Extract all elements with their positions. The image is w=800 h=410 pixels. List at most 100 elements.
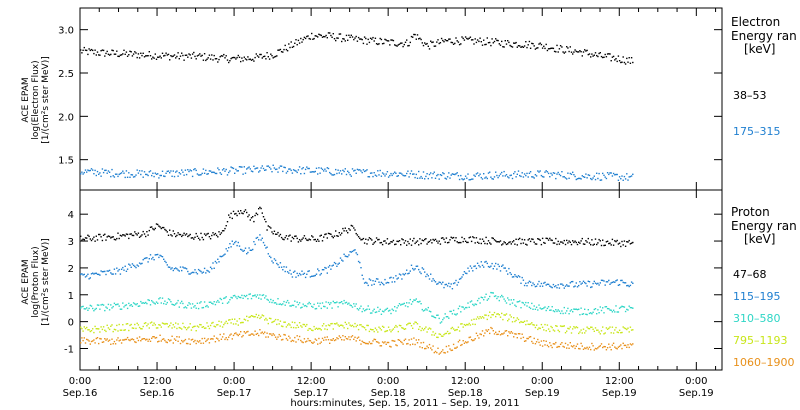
bottom-series-3-point bbox=[148, 327, 150, 329]
bottom-series-3-point bbox=[279, 320, 282, 322]
bottom-series-3-point bbox=[406, 324, 408, 326]
bottom-series-0-point bbox=[308, 238, 310, 240]
bottom-series-4-point bbox=[569, 342, 571, 344]
bottom-series-4-point bbox=[178, 336, 180, 338]
bottom-series-1-point bbox=[418, 268, 420, 271]
bottom-series-0-point bbox=[249, 219, 251, 221]
bottom-series-3-point bbox=[143, 322, 146, 325]
bottom-series-3-point bbox=[331, 322, 333, 325]
bottom-series-0-point bbox=[576, 243, 579, 246]
bottom-series-3-point bbox=[412, 327, 414, 329]
top-series-0-point bbox=[142, 52, 144, 54]
bottom-series-4-point bbox=[129, 339, 131, 342]
top-series-1-point bbox=[353, 170, 355, 172]
bottom-series-4-point bbox=[473, 339, 475, 341]
top-series-1-point bbox=[285, 172, 288, 174]
bottom-series-0-point bbox=[466, 241, 468, 244]
bottom-series-2-point bbox=[361, 310, 363, 313]
top-series-0-point bbox=[112, 49, 114, 52]
bottom-series-3-point bbox=[486, 318, 488, 321]
top-series-1-point bbox=[341, 173, 343, 175]
bottom-series-4-point bbox=[581, 345, 583, 347]
bottom-series-0-point bbox=[361, 238, 363, 241]
top-series-1-point bbox=[240, 166, 242, 168]
bottom-series-0-point bbox=[594, 238, 597, 240]
top-series-1-point bbox=[308, 167, 310, 170]
bottom-series-4-point bbox=[592, 345, 594, 347]
top-series-1-point bbox=[342, 169, 344, 171]
bottom-series-1-point bbox=[624, 282, 627, 284]
bottom-series-4-point bbox=[312, 342, 314, 344]
bottom-series-4-point bbox=[323, 339, 325, 341]
bottom-series-1-point bbox=[380, 281, 383, 284]
top-series-0-point bbox=[392, 39, 395, 42]
bottom-series-4-point bbox=[390, 346, 392, 348]
bottom-series-3-point bbox=[176, 327, 178, 330]
bottom-series-0-point bbox=[230, 212, 232, 215]
bottom-series-0-point bbox=[400, 244, 402, 246]
bottom-series-2-point bbox=[402, 303, 404, 305]
bottom-series-1-point bbox=[240, 248, 242, 251]
bottom-series-1-point bbox=[588, 281, 591, 283]
bottom-series-1-point bbox=[161, 256, 164, 258]
bottom-series-0-point bbox=[442, 237, 444, 239]
bottom-series-3-point bbox=[564, 332, 567, 334]
bottom-series-3-point bbox=[463, 323, 466, 326]
top-series-1-point bbox=[462, 179, 464, 181]
top-series-0-point bbox=[403, 43, 405, 46]
bottom-series-0-point bbox=[301, 238, 303, 241]
top-series-1-point bbox=[347, 170, 349, 172]
top-series-1-point bbox=[398, 172, 401, 174]
bottom-series-0-point bbox=[238, 212, 241, 215]
top-series-1-point bbox=[231, 167, 233, 169]
bottom-series-2-point bbox=[372, 310, 374, 312]
top-series-1-point bbox=[572, 171, 574, 173]
top-series-1-point bbox=[386, 171, 389, 173]
bottom-series-0-point bbox=[283, 238, 285, 241]
bottom-series-1-point bbox=[89, 277, 91, 279]
top-series-0-point bbox=[348, 34, 350, 36]
bottom-series-0-point bbox=[104, 233, 106, 235]
bottom-series-0-point bbox=[225, 225, 227, 227]
top-series-1-point bbox=[587, 174, 589, 176]
bottom-series-0-point bbox=[604, 244, 606, 246]
bottom-series-3-point bbox=[323, 323, 325, 325]
bottom-series-4-point bbox=[563, 346, 565, 348]
bottom-series-2-point bbox=[183, 307, 185, 309]
bottom-series-2 bbox=[80, 291, 634, 324]
bottom-series-2-point bbox=[128, 302, 130, 305]
top-series-0-point bbox=[118, 55, 120, 58]
top-series-1-point bbox=[148, 171, 150, 173]
top-series-0-point bbox=[229, 60, 231, 62]
bottom-series-1-point bbox=[579, 281, 581, 283]
bottom-series-3-point bbox=[179, 327, 182, 329]
bottom-series-1-point bbox=[149, 254, 152, 256]
bottom-series-3-point bbox=[431, 334, 433, 336]
top-y-label-line-2: log(Electron Flux) bbox=[31, 60, 41, 139]
bottom-series-3-point bbox=[102, 326, 105, 328]
bottom-series-2-point bbox=[129, 304, 131, 307]
top-series-1-point bbox=[199, 174, 201, 176]
top-series-1-point bbox=[610, 172, 612, 174]
top-series-1-point bbox=[555, 177, 557, 180]
bottom-series-3-point bbox=[298, 322, 301, 324]
bottom-series-0-point bbox=[551, 239, 553, 242]
top-series-1-point bbox=[125, 170, 128, 172]
top-series-1-point bbox=[333, 173, 336, 176]
top-series-1-point bbox=[401, 173, 403, 175]
top-series-1-point bbox=[171, 175, 173, 177]
bottom-series-3-point bbox=[220, 321, 223, 323]
top-series-1-point bbox=[391, 174, 393, 177]
bottom-series-4-point bbox=[104, 338, 106, 340]
bottom-series-2-point bbox=[135, 304, 137, 306]
bottom-series-4-point bbox=[140, 340, 142, 342]
bottom-series-0-point bbox=[479, 238, 481, 240]
bottom-series-1-point bbox=[348, 254, 350, 256]
top-series-0-point bbox=[585, 50, 587, 52]
bottom-series-0-point bbox=[276, 233, 278, 235]
top-series-1-point bbox=[209, 170, 212, 172]
top-series-1-point bbox=[460, 174, 462, 177]
top-series-0-point bbox=[462, 37, 464, 40]
top-series-0-point bbox=[230, 57, 232, 60]
bottom-series-0-point bbox=[573, 241, 575, 244]
